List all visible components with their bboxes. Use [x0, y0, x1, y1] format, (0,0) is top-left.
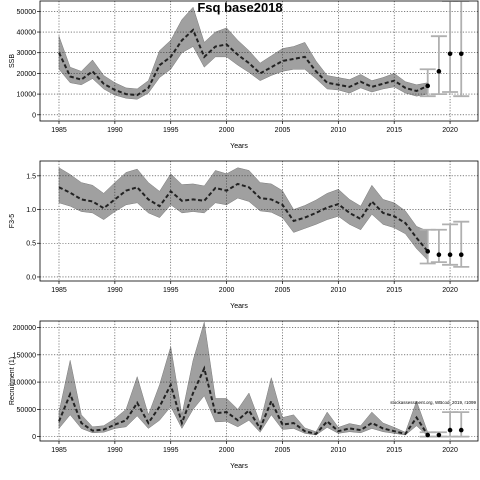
- x-tick-label: 1990: [107, 287, 123, 294]
- x-tick-label: 2010: [331, 447, 347, 454]
- confidence-band: [58, 322, 428, 437]
- plot-area: [40, 161, 478, 281]
- y-tick-label: 40000: [17, 30, 37, 37]
- figure-title: Fsq base2018: [197, 0, 282, 15]
- f-panel: 1985 1990 1995 2000 2005 2010 2015 2020 0.0 0.5 1.…: [9, 160, 479, 310]
- x-tick-label: 1985: [51, 127, 67, 134]
- x-tick-label: 2005: [275, 447, 291, 454]
- y-tick-label: 0.0: [26, 274, 36, 281]
- forecast-point: [436, 432, 442, 438]
- forecast-interval: [442, 223, 459, 266]
- x-tick-label: 2000: [219, 447, 235, 454]
- confidence-band: [58, 6, 428, 100]
- y-tick-label: 30000: [17, 50, 37, 57]
- y-axis-label: Recruitment (1): [9, 357, 16, 405]
- x-tick-label: 2005: [275, 127, 291, 134]
- y-tick-label: 0.5: [26, 241, 36, 248]
- forecast-interval: [453, 411, 470, 438]
- x-tick-label: 2020: [442, 447, 458, 454]
- y-tick-label: 10000: [17, 92, 37, 99]
- forecast-point: [458, 427, 464, 433]
- y-tick-label: 50000: [17, 407, 37, 414]
- x-tick-label: 1995: [163, 447, 179, 454]
- source-note: stockassessment.org, WBcod_2019, r1099: [390, 400, 476, 405]
- x-tick-label: 2015: [386, 287, 402, 294]
- median-line: [58, 28, 429, 97]
- forecast-interval: [442, 1, 459, 93]
- x-axis-label: Years: [230, 143, 248, 150]
- forecast-point: [436, 69, 442, 74]
- forecast-point: [447, 51, 453, 57]
- plot-area: [40, 321, 478, 441]
- x-tick-label: 1995: [163, 287, 179, 294]
- y-tick-label: 1.5: [26, 173, 36, 180]
- forecast-interval: [430, 228, 447, 264]
- forecast-interval: [453, 1, 470, 98]
- plot-area: [40, 1, 478, 121]
- forecast-interval: [430, 35, 447, 96]
- forecast-point: [447, 427, 453, 433]
- y-tick-label: 0: [32, 112, 36, 119]
- chart-panels: 1985 1990 1995 2000 2005 2010 2015 2020 0 10000 20…: [9, 0, 479, 470]
- y-axis-label: SSB: [9, 54, 16, 68]
- x-tick-label: 2015: [386, 127, 402, 134]
- x-tick-label: 1985: [51, 447, 67, 454]
- axes-frame: [39, 320, 479, 442]
- ssb-panel: 1985 1990 1995 2000 2005 2010 2015 2020 0 10000 20…: [9, 0, 479, 150]
- median-line: [58, 182, 429, 252]
- recruitment-panel: 1985 1990 1995 2000 2005 2010 2015 2020 0 50000 10…: [9, 320, 479, 470]
- x-tick-label: 2020: [442, 127, 458, 134]
- x-tick-label: 2000: [219, 287, 235, 294]
- x-axis-label: Years: [230, 303, 248, 310]
- x-tick-label: 2005: [275, 287, 291, 294]
- forecast-point: [425, 249, 431, 254]
- x-axis-label: Years: [230, 463, 248, 470]
- x-tick-label: 1995: [163, 127, 179, 134]
- y-tick-label: 20000: [17, 71, 37, 78]
- forecast-point: [425, 432, 431, 438]
- y-tick-label: 50000: [17, 9, 37, 16]
- x-tick-label: 1990: [107, 127, 123, 134]
- confidence-band: [58, 167, 428, 261]
- forecast-point: [458, 51, 464, 57]
- forecast-point: [447, 252, 453, 258]
- forecast-point: [425, 83, 431, 89]
- x-tick-label: 2000: [219, 127, 235, 134]
- x-tick-label: 2010: [331, 287, 347, 294]
- x-tick-label: 1985: [51, 287, 67, 294]
- y-tick-label: 150000: [13, 352, 36, 359]
- forecast-interval: [419, 68, 436, 98]
- y-tick-label: 200000: [13, 325, 36, 332]
- x-tick-label: 2010: [331, 127, 347, 134]
- x-tick-label: 1990: [107, 447, 123, 454]
- forecast-point: [436, 252, 442, 258]
- x-tick-label: 2015: [386, 447, 402, 454]
- axes-frame: [39, 0, 479, 122]
- y-tick-label: 100000: [13, 380, 36, 387]
- forecast-interval: [453, 220, 470, 268]
- forecast-point: [458, 252, 464, 258]
- y-axis-label: F3-5: [9, 214, 16, 229]
- y-tick-label: 0: [32, 434, 36, 441]
- y-tick-label: 1.0: [26, 207, 36, 214]
- x-tick-label: 2020: [442, 287, 458, 294]
- axes-frame: [39, 160, 479, 282]
